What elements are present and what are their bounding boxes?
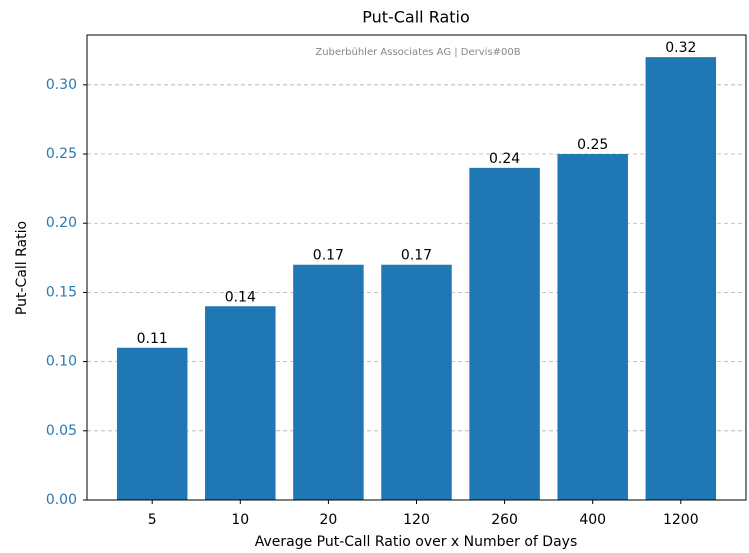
y-axis-label: Put-Call Ratio [14,221,30,315]
x-tick-label: 10 [231,512,249,528]
y-tick-label: 0.05 [46,423,77,439]
y-tick-label: 0.00 [46,492,77,508]
x-tick-label: 1200 [663,512,699,528]
data-label: 0.24 [489,151,520,167]
chart-title: Put-Call Ratio [362,8,470,27]
bar [645,57,717,501]
x-tick-label: 260 [491,512,518,528]
bar [293,264,364,500]
data-label: 0.14 [225,289,256,305]
x-tick-label: 120 [403,512,430,528]
data-label: 0.17 [313,248,344,264]
bar [381,264,452,500]
y-tick-label: 0.15 [46,284,77,300]
y-tick-label: 0.10 [46,354,77,370]
data-label: 0.11 [137,331,168,347]
y-tick-label: 0.30 [46,77,77,93]
y-tick-label: 0.25 [46,146,77,162]
bar [205,306,276,500]
data-label: 0.17 [401,248,432,264]
x-tick-label: 5 [148,512,157,528]
x-tick-label: 20 [319,512,337,528]
plot-frame [86,34,747,501]
bar [116,347,188,500]
bar [557,154,628,500]
bar [469,167,540,500]
data-label: 0.32 [665,40,696,56]
x-axis-label: Average Put-Call Ratio over x Number of … [255,534,578,550]
y-tick-label: 0.20 [46,215,77,231]
x-tick-label: 400 [579,512,606,528]
subtitle: Zuberbühler Associates AG | Dervis#00B [315,47,520,58]
data-label: 0.25 [577,137,608,153]
